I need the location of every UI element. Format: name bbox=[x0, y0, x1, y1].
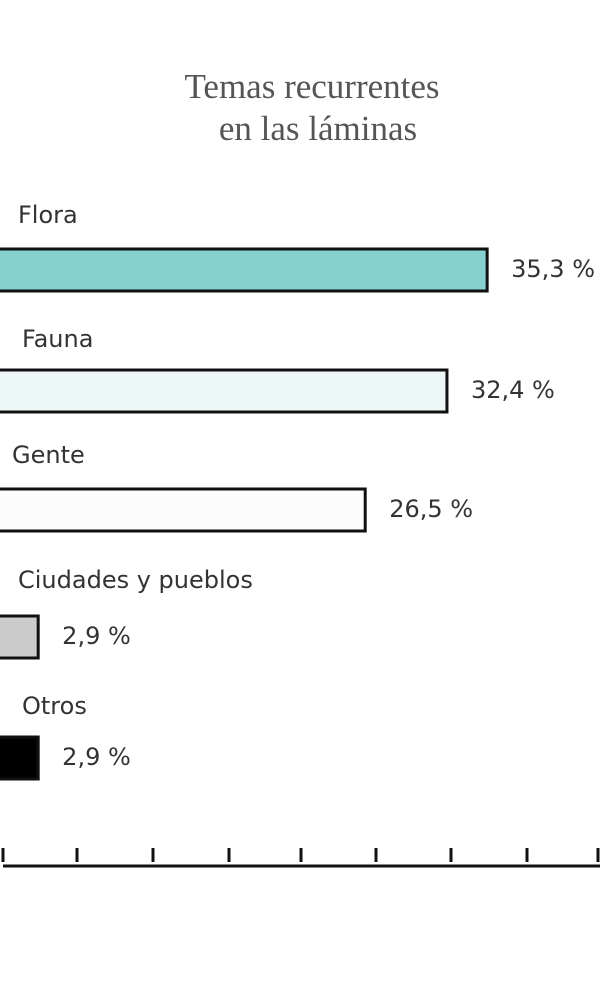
value-label: 35,3 % bbox=[511, 255, 595, 283]
bar bbox=[0, 614, 40, 660]
value-label: 32,4 % bbox=[471, 376, 555, 404]
bar bbox=[0, 368, 449, 414]
chart-title: en las láminas bbox=[219, 109, 417, 148]
value-label: 2,9 % bbox=[62, 743, 131, 771]
category-label: Otros bbox=[22, 692, 87, 720]
bar bbox=[0, 487, 367, 533]
category-label: Fauna bbox=[22, 325, 93, 353]
bar bbox=[0, 247, 489, 293]
x-axis bbox=[1, 848, 600, 868]
value-label: 26,5 % bbox=[389, 495, 473, 523]
category-label: Flora bbox=[18, 201, 78, 229]
category-label: Ciudades y pueblos bbox=[18, 566, 253, 594]
chart-title: Temas recurrentes bbox=[184, 67, 439, 106]
bar bbox=[0, 735, 40, 781]
category-label: Gente bbox=[12, 441, 85, 469]
value-label: 2,9 % bbox=[62, 622, 131, 650]
